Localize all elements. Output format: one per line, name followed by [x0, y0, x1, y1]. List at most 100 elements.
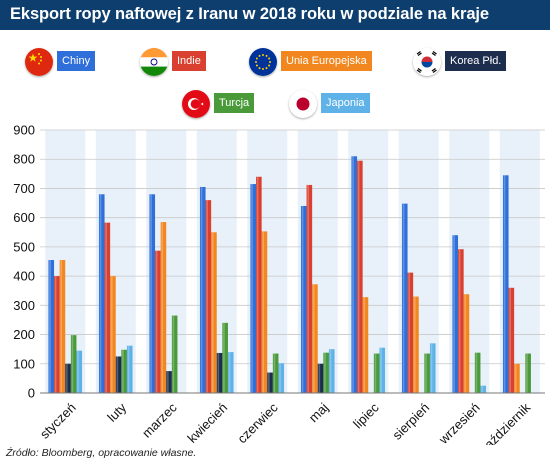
- bar: [413, 296, 419, 393]
- bar-highlight: [273, 353, 276, 393]
- y-tick-label: 400: [13, 269, 35, 284]
- y-tick-label: 900: [13, 123, 35, 138]
- bar-highlight: [99, 194, 102, 393]
- x-tick-label: sierpień: [389, 400, 432, 443]
- eu-flag-icon: [249, 48, 277, 76]
- bar-highlight: [110, 276, 113, 393]
- bar-highlight: [481, 385, 483, 393]
- legend-label: Korea Płd.: [445, 51, 507, 71]
- bar: [70, 335, 77, 393]
- bar: [155, 250, 161, 393]
- legend-label: Chiny: [57, 51, 96, 71]
- bar: [54, 276, 60, 393]
- bar-highlight: [363, 297, 366, 393]
- bar-highlight: [150, 194, 152, 393]
- bar: [379, 347, 386, 393]
- south-korea-flag-icon: [413, 48, 441, 76]
- y-tick-label: 500: [13, 239, 35, 254]
- bar-highlight: [503, 175, 506, 393]
- x-tick-label: luty: [104, 400, 129, 425]
- bar: [306, 184, 313, 393]
- bar: [407, 272, 414, 393]
- bar-highlight: [256, 176, 259, 393]
- bar: [115, 356, 122, 393]
- bar: [222, 322, 228, 393]
- bar-highlight: [301, 205, 304, 393]
- title-bar: Eksport ropy naftowej z Iranu w 2018 rok…: [0, 0, 550, 30]
- x-tick-label: maj: [306, 400, 331, 425]
- bar: [323, 352, 329, 393]
- y-tick-label: 700: [13, 181, 35, 196]
- bar-highlight: [167, 371, 169, 393]
- bar: [59, 260, 66, 393]
- bar: [474, 352, 481, 393]
- bar: [373, 353, 380, 393]
- japan-flag-icon: [289, 90, 317, 118]
- bar: [508, 287, 515, 393]
- bar: [362, 297, 369, 393]
- bar: [267, 372, 273, 393]
- bar: [121, 349, 127, 393]
- bar: [351, 156, 358, 393]
- legend-label: Japonia: [321, 93, 370, 113]
- bar-highlight: [228, 352, 231, 393]
- bar-highlight: [54, 276, 57, 393]
- bar-highlight: [307, 184, 309, 393]
- bar-highlight: [408, 272, 410, 393]
- bar: [126, 345, 133, 393]
- bar-highlight: [105, 222, 107, 393]
- bar-highlight: [217, 352, 220, 393]
- bar: [312, 284, 318, 393]
- bar: [160, 222, 167, 393]
- bar: [502, 175, 509, 393]
- x-tick-label: lipiec: [350, 400, 382, 432]
- y-tick-label: 200: [13, 327, 35, 342]
- turkey-flag-icon: [182, 90, 210, 118]
- bar: [328, 349, 335, 393]
- bar: [463, 294, 470, 393]
- bar-highlight: [206, 200, 208, 393]
- bar-highlight: [66, 363, 68, 393]
- bar: [76, 350, 83, 393]
- bar: [480, 385, 487, 393]
- bar-highlight: [268, 372, 270, 393]
- bar-highlight: [509, 287, 511, 393]
- bar-highlight: [172, 315, 175, 393]
- bar-highlight: [352, 156, 354, 393]
- bar-highlight: [223, 322, 225, 393]
- bar: [300, 205, 307, 393]
- y-tick-label: 800: [13, 152, 35, 167]
- x-tick-label: marzec: [139, 400, 180, 441]
- x-tick-label: styczeń: [37, 400, 79, 442]
- bar: [452, 235, 459, 393]
- bar-highlight: [211, 232, 214, 393]
- bar-highlight: [155, 250, 158, 393]
- bar: [424, 353, 430, 393]
- x-tick-label: wrzesień: [435, 400, 483, 445]
- bar-highlight: [279, 363, 281, 393]
- bar-highlight: [318, 363, 321, 393]
- india-flag-icon: [140, 48, 168, 76]
- bar: [166, 371, 172, 393]
- bar-highlight: [380, 347, 382, 393]
- bar: [317, 363, 324, 393]
- source-note: Źródło: Bloomberg, opracowanie własne.: [6, 447, 197, 459]
- bar-highlight: [453, 235, 455, 393]
- bar: [278, 363, 285, 393]
- bar-highlight: [49, 260, 51, 393]
- bar: [48, 260, 55, 393]
- bar: [514, 363, 520, 393]
- bar-highlight: [464, 294, 467, 393]
- bar-highlight: [329, 349, 332, 393]
- x-tick-label: czerwiec: [234, 400, 281, 445]
- bar: [211, 232, 217, 393]
- bar: [429, 343, 436, 393]
- y-tick-label: 600: [13, 210, 35, 225]
- bar-highlight: [71, 335, 74, 393]
- bar: [256, 176, 262, 393]
- bar-highlight: [458, 249, 461, 393]
- legend-label: Unia Europejska: [281, 51, 372, 71]
- china-flag-icon: [25, 48, 53, 76]
- bar: [110, 276, 116, 393]
